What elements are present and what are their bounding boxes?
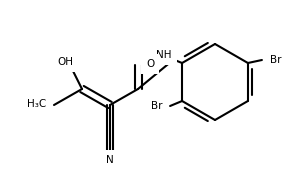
Text: Br: Br (270, 55, 281, 65)
Text: N: N (106, 155, 114, 165)
Text: OH: OH (57, 57, 73, 67)
Text: NH: NH (156, 50, 172, 60)
Text: H₃C: H₃C (27, 99, 46, 109)
Text: O: O (146, 59, 154, 69)
Text: Br: Br (151, 101, 162, 111)
